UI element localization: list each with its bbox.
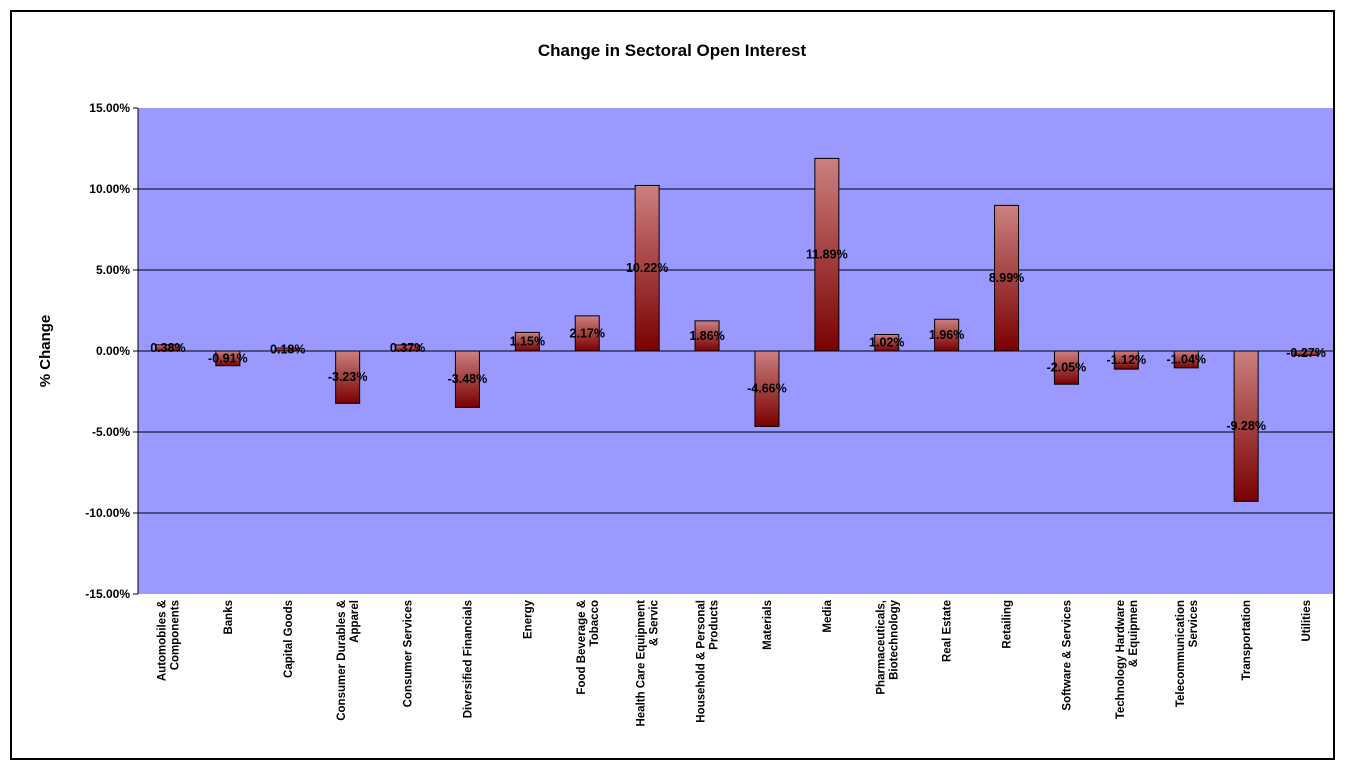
bar [1053, 350, 1079, 385]
y-tick-label: 15.00% [89, 101, 130, 115]
category-label-line: Apparel [349, 600, 361, 643]
data-label: 0.18% [270, 343, 305, 357]
category-label-line: Products [709, 600, 721, 650]
category-label: Capital Goods [283, 600, 295, 678]
category-label: Diversified Financials [462, 600, 474, 718]
category-label-line: Energy [522, 599, 534, 639]
category-label: Banks [223, 600, 235, 635]
category-label: Utilities [1301, 600, 1313, 642]
y-axis-title: % Change [37, 315, 54, 388]
bar [754, 350, 780, 427]
category-label: Energy [522, 599, 534, 639]
category-label-line: Banks [223, 600, 235, 635]
data-label: 1.86% [689, 329, 724, 343]
category-label-line: Pharmaceuticals, [875, 600, 887, 695]
category-label-line: Materials [762, 600, 774, 650]
data-label: 10.22% [626, 261, 668, 275]
y-tick-label: -15.00% [85, 587, 130, 601]
category-label: Media [822, 599, 834, 632]
category-label-line: Consumer Services [403, 600, 415, 707]
data-label: 8.99% [989, 271, 1024, 285]
category-label-line: Tobacco [589, 600, 601, 646]
bar [994, 204, 1020, 352]
data-label: 1.96% [929, 328, 964, 342]
bar [574, 315, 600, 352]
y-tick-label: -5.00% [92, 425, 130, 439]
category-label: Telecommunication Services [1175, 600, 1200, 707]
category-label-line: Telecommunication [1175, 600, 1187, 707]
bar [454, 350, 480, 408]
category-label-line: Services [1188, 600, 1200, 647]
category-label: Household & Personal Products [696, 600, 721, 723]
category-label-line: Consumer Durables & [336, 600, 348, 721]
chart: Change in Sectoral Open Interest 15.00%1… [37, 41, 1333, 727]
category-label-line: Real Estate [942, 600, 954, 662]
bar [814, 157, 840, 352]
category-label: Consumer Durables & Apparel [336, 600, 361, 721]
category-label: Transportation [1241, 600, 1253, 681]
data-label: 2.17% [570, 326, 605, 340]
y-axis-ticks: 15.00% 10.00% 5.00% 0.00% -5.00% -10.00% -15.0… [85, 101, 139, 601]
category-label-line: Components [169, 600, 181, 670]
data-label: 1.02% [869, 336, 904, 350]
category-label-line: Retailing [1002, 600, 1014, 649]
data-label: -0.91% [208, 351, 248, 365]
category-label-line: & Equipmen [1128, 600, 1140, 667]
data-label: 0.37% [390, 341, 425, 355]
category-label-line: Household & Personal [696, 600, 708, 723]
data-label: -2.05% [1047, 361, 1087, 375]
category-label-line: Diversified Financials [462, 600, 474, 718]
bars [138, 157, 1333, 502]
bar [694, 320, 720, 352]
category-label: Automobiles & Components [156, 600, 181, 681]
y-tick-label: 10.00% [89, 182, 130, 196]
category-label-line: Food Beverage & [576, 600, 588, 695]
category-label-line: Software & Services [1061, 600, 1073, 711]
category-label-line: Health Care Equipment [636, 600, 648, 727]
category-label: Technology Hardware & Equipmen [1115, 600, 1140, 719]
category-label-line: & Servic [649, 599, 661, 646]
data-label: -0.27% [1286, 346, 1326, 360]
chart-frame: Change in Sectoral Open Interest 15.00% 1… [10, 10, 1335, 760]
data-label: 11.89% [806, 248, 848, 262]
y-tick-label: 5.00% [96, 263, 130, 277]
category-label: Pharmaceuticals, Biotechnology [875, 599, 900, 694]
category-label: Real Estate [942, 600, 954, 662]
category-label-line: Biotechnology [888, 599, 900, 679]
data-label: 0.38% [150, 341, 185, 355]
data-label: -3.23% [328, 370, 368, 384]
data-label: -3.48% [448, 372, 488, 386]
bar [1233, 350, 1259, 502]
bar [634, 184, 660, 352]
category-label: Food Beverage & Tobacco [576, 600, 601, 695]
category-label: Health Care Equipment & Servic [636, 599, 661, 726]
category-label-line: Capital Goods [283, 600, 295, 678]
category-label: Consumer Services [403, 600, 415, 707]
category-labels: Automobiles & Components Banks Capital Good… [156, 599, 1313, 726]
data-label: -9.28% [1226, 419, 1266, 433]
category-label: Materials [762, 600, 774, 650]
chart-title: Change in Sectoral Open Interest [538, 41, 807, 60]
y-tick-label: -10.00% [85, 506, 130, 520]
category-label-line: Media [822, 599, 834, 632]
category-label-line: Utilities [1301, 600, 1313, 642]
category-label: Retailing [1002, 600, 1014, 649]
y-tick-label: 0.00% [96, 344, 130, 358]
category-label: Software & Services [1061, 600, 1073, 711]
data-label: -1.04% [1166, 352, 1206, 366]
bar [934, 318, 960, 352]
data-label: -4.66% [747, 382, 787, 396]
category-label-line: Transportation [1241, 600, 1253, 681]
data-labels: 0.38% -0.91% 0.18% -3.23% 0.37% -3.48% 1.15% 2.… [150, 248, 1326, 433]
data-label: -1.12% [1107, 353, 1147, 367]
category-label-line: Automobiles & [156, 600, 168, 681]
category-label-line: Technology Hardware [1115, 600, 1127, 719]
data-label: 1.15% [510, 335, 545, 349]
